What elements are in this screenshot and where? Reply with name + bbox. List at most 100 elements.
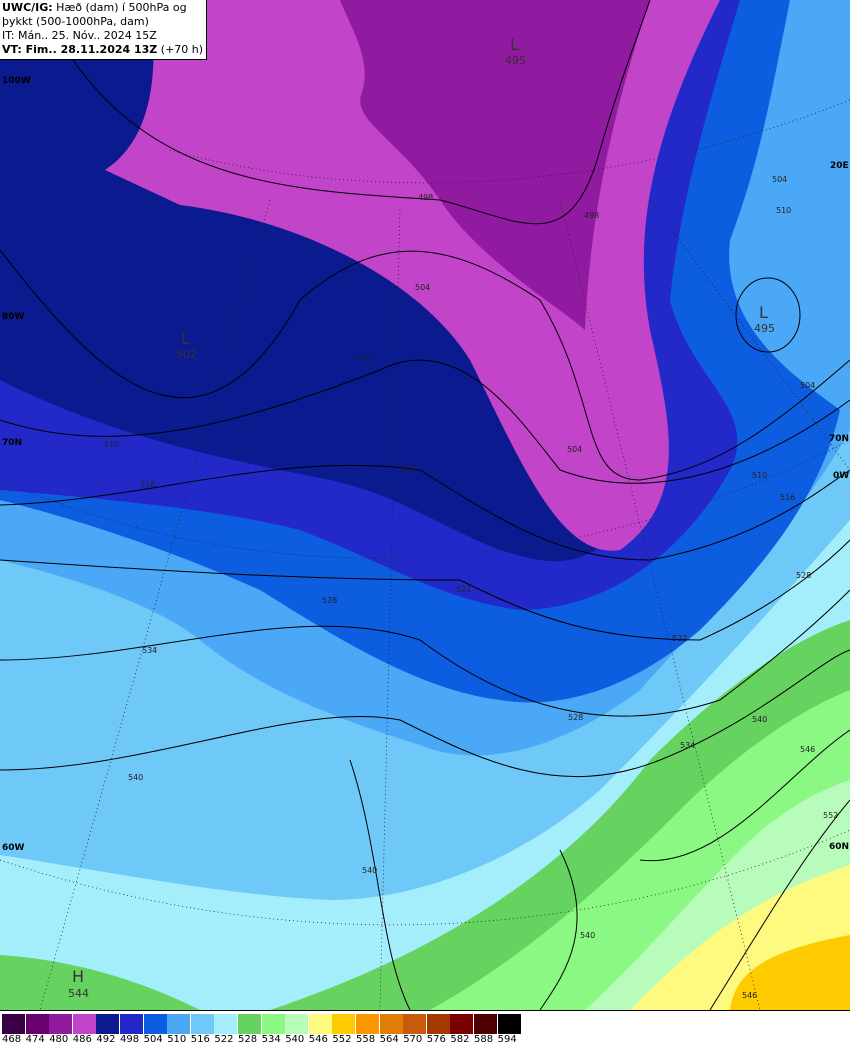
contour-label: 504: [800, 381, 815, 390]
height-contours: [0, 0, 850, 1010]
title-line2: þykkt (500-1000hPa, dam): [2, 15, 149, 28]
valid-time: VT: Fim.. 28.11.2024 13Z: [2, 43, 158, 56]
colorbar-tick: 468: [2, 1034, 22, 1045]
colorbar-tick: 504: [143, 1034, 163, 1045]
colorbar-tick: 564: [379, 1034, 399, 1045]
contour-label: 522: [672, 634, 687, 643]
contour-label: 534: [142, 646, 157, 655]
contour-label: 546: [742, 991, 757, 1000]
colorbar-tick: 498: [120, 1034, 140, 1045]
colorbar-swatch: [308, 1014, 332, 1034]
contour-label: 540: [580, 931, 595, 940]
colorbar-tick: 546: [308, 1034, 328, 1045]
colorbar-swatch: [261, 1014, 285, 1034]
colorbar-swatch: [72, 1014, 96, 1034]
contour-label: 540: [362, 866, 377, 875]
graticule: [0, 99, 850, 1010]
colorbar-tick: 594: [497, 1034, 517, 1045]
colorbar-swatch: [379, 1014, 403, 1034]
colorbar: 468 474 480 486 492 498 504 510 516 522 528 534 540 5…: [0, 1010, 850, 1045]
colorbar-swatch: [238, 1014, 261, 1034]
colorbar-swatch: [49, 1014, 73, 1034]
colorbar-tick: 510: [167, 1034, 187, 1045]
contour-label: 504: [772, 175, 787, 184]
contour-label: 510: [776, 206, 791, 215]
colorbar-tick: 576: [426, 1034, 446, 1045]
label-80w: 80W: [2, 312, 25, 322]
contour-label: 540: [752, 715, 767, 724]
pressure-systems: L 495 L 502 L 495 H 544: [68, 35, 775, 1000]
colorbar-tick: 492: [96, 1034, 116, 1045]
colorbar-swatch: [497, 1014, 521, 1034]
colorbar-swatch: [474, 1014, 497, 1034]
model-name: UWC/IG:: [2, 1, 53, 14]
label-60n: 60N: [829, 842, 849, 852]
band-552: [730, 935, 850, 1010]
contour-label: 510: [752, 471, 767, 480]
contour-labels: 498 504 510 510 516 516 522 528 528 534 540 540 534 5…: [104, 175, 838, 1000]
contour-label: 516: [400, 465, 415, 474]
contour-label: 528: [568, 713, 583, 722]
colorbar-tick: 540: [285, 1034, 305, 1045]
contour-label: 552: [823, 811, 838, 820]
low-value: 495: [754, 322, 775, 335]
colorbar-tick: 552: [332, 1034, 352, 1045]
colorbar-tick: 480: [49, 1034, 69, 1045]
contour-label: 498: [584, 211, 599, 220]
colorbar-swatch: [403, 1014, 427, 1034]
label-60w: 60W: [2, 843, 25, 853]
contour-label: 510: [356, 353, 371, 362]
colorbar-tick: 528: [238, 1034, 258, 1045]
low-marker: L: [181, 329, 190, 348]
contour-label: 516: [140, 480, 155, 489]
low-marker: L: [759, 303, 768, 322]
label-100w: 100W: [2, 76, 31, 86]
low-marker: L: [510, 35, 519, 54]
label-0w: 0W: [833, 471, 849, 481]
forecast-hour: (+70 h): [157, 43, 204, 56]
colorbar-swatch: [120, 1014, 143, 1034]
colorbar-swatch: [450, 1014, 474, 1034]
contour-label: 498: [418, 193, 433, 202]
low-value: 502: [176, 348, 197, 361]
contour-label: 504: [567, 445, 582, 454]
colorbar-tick: 534: [261, 1034, 281, 1045]
colorbar-swatch: [2, 1014, 25, 1034]
colorbar-swatch: [356, 1014, 379, 1034]
colorbar-swatch: [167, 1014, 191, 1034]
high-value: 544: [68, 987, 89, 1000]
contour-label: 540: [128, 773, 143, 782]
colorbar-tick: 474: [25, 1034, 45, 1045]
contour-label: 510: [104, 440, 119, 449]
init-time: IT: Mán.. 25. Nóv.. 2024 15Z: [2, 29, 157, 42]
title-line1: Hæð (dam) í 500hPa og: [52, 1, 187, 14]
label-70n-right: 70N: [829, 434, 849, 444]
graticule-labels: 100W 80W 70N 60W 20E 70N 0W 60N: [2, 76, 849, 853]
colorbar-tick: 570: [403, 1034, 423, 1045]
colorbar-swatch: [190, 1014, 214, 1034]
colorbar-swatch: [143, 1014, 167, 1034]
colorbar-swatch: [214, 1014, 238, 1034]
colorbar-swatch: [96, 1014, 120, 1034]
high-marker: H: [72, 967, 84, 986]
contour-label: 516: [780, 493, 795, 502]
contour-label: 528: [322, 596, 337, 605]
colorbar-tick: 558: [356, 1034, 376, 1045]
colorbar-tick: 522: [214, 1034, 234, 1045]
colorbar-swatch: [426, 1014, 450, 1034]
band-480: [340, 0, 650, 330]
colorbar-tick: 588: [474, 1034, 494, 1045]
band-528-west: [0, 955, 200, 1010]
contour-label: 522: [456, 585, 471, 594]
contour-label: 546: [800, 745, 815, 754]
colorbar-swatch: [332, 1014, 356, 1034]
colorbar-tick: 582: [450, 1034, 470, 1045]
colorbar-swatch: [285, 1014, 309, 1034]
contour-label: 504: [415, 283, 430, 292]
colorbar-swatch: [25, 1014, 49, 1034]
colorbar-tick: 516: [190, 1034, 210, 1045]
colorbar-tick: 486: [72, 1034, 92, 1045]
contour-label: 534: [680, 741, 695, 750]
label-20e: 20E: [830, 161, 849, 171]
map-header: UWC/IG: Hæð (dam) í 500hPa og þykkt (500…: [0, 0, 208, 60]
